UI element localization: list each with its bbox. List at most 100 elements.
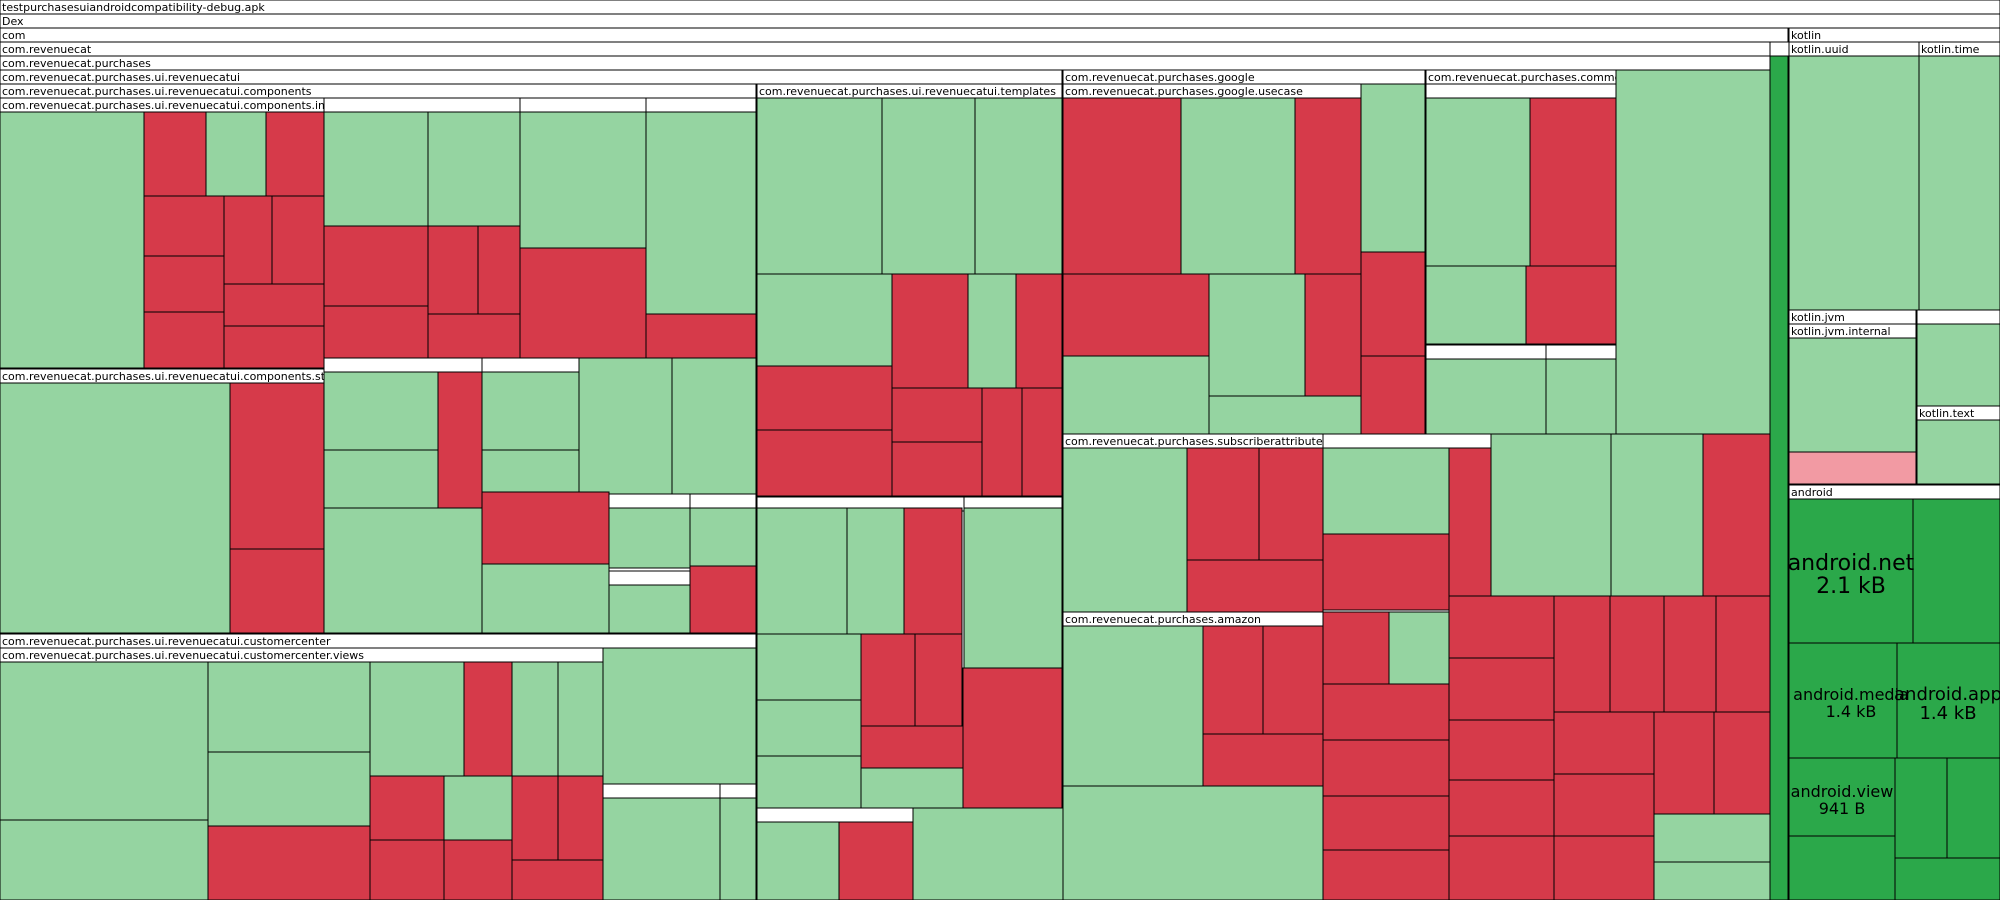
class-block	[437, 371, 483, 509]
class-block	[1553, 595, 1611, 713]
class-block	[205, 111, 267, 197]
class-block	[0, 111, 145, 369]
class-block	[689, 565, 757, 634]
class-block	[557, 661, 604, 777]
class-block	[271, 195, 325, 285]
class-block	[962, 667, 1063, 809]
class-block	[1788, 337, 1917, 453]
package-label: com.revenuecat.purchases.google.usecase	[1065, 85, 1303, 98]
class-block	[1294, 97, 1362, 275]
package-header	[719, 783, 757, 799]
class-block	[963, 507, 1063, 669]
class-block	[608, 584, 691, 634]
class-block	[645, 313, 757, 359]
class-block	[671, 357, 757, 495]
class-block	[143, 311, 225, 369]
class-block	[756, 633, 862, 701]
class-block	[1894, 757, 1948, 859]
class-block	[967, 273, 1017, 389]
class-block	[1062, 355, 1210, 435]
class-block	[1610, 433, 1704, 597]
class-block	[481, 491, 610, 565]
class-block	[1788, 451, 1917, 485]
package-label: kotlin.uuid	[1791, 43, 1849, 56]
class-block	[519, 247, 647, 359]
class-block	[1448, 779, 1555, 837]
class-block	[1916, 419, 2000, 485]
class-block	[1896, 642, 2000, 759]
class-block	[1653, 861, 1771, 900]
android-media-size: 1.4 kB	[1826, 702, 1877, 721]
class-block	[1180, 97, 1296, 275]
class-block	[427, 111, 521, 227]
package-header	[1545, 344, 1617, 360]
class-block	[0, 661, 209, 821]
class-block	[0, 382, 231, 634]
class-block	[974, 97, 1063, 275]
class-block	[608, 507, 691, 569]
class-block	[891, 273, 969, 389]
class-block	[1545, 358, 1617, 435]
class-block	[1788, 757, 1896, 837]
class-block	[1322, 533, 1450, 611]
class-block	[912, 807, 1064, 900]
class-block	[756, 699, 862, 757]
class-block	[0, 819, 209, 900]
class-block	[1425, 358, 1547, 435]
class-block	[1208, 395, 1362, 435]
class-block	[1202, 733, 1324, 787]
class-block	[860, 633, 916, 727]
class-block	[891, 387, 983, 443]
class-block	[1912, 498, 2000, 644]
class-block	[914, 633, 963, 727]
android-net-label: android.net	[1788, 551, 1915, 576]
class-block	[265, 111, 325, 197]
package-header	[689, 493, 757, 509]
class-block	[756, 507, 848, 635]
package-header	[0, 41, 1771, 57]
class-block	[1425, 265, 1527, 345]
package-label: kotlin.jvm.internal	[1791, 325, 1891, 338]
class-block	[1322, 683, 1450, 741]
package-label: com.revenuecat.purchases.ui.revenuecatui…	[2, 99, 349, 112]
class-block	[207, 661, 371, 753]
class-block	[1360, 355, 1426, 435]
package-header	[1322, 433, 1492, 449]
package-label: com.revenuecat.purchases.ui.revenuecatui…	[2, 649, 364, 662]
class-block	[1653, 813, 1771, 863]
class-block	[1702, 433, 1771, 597]
class-block	[1322, 611, 1390, 685]
class-block	[1322, 739, 1450, 797]
class-block	[223, 283, 325, 327]
class-block	[1715, 595, 1771, 713]
class-block	[427, 313, 521, 359]
class-block	[143, 255, 225, 313]
class-block	[1529, 97, 1617, 267]
class-block	[860, 725, 964, 769]
class-block	[369, 839, 445, 900]
class-block	[1553, 711, 1655, 775]
class-block	[1360, 251, 1426, 357]
class-block	[1186, 559, 1324, 613]
class-block	[602, 797, 721, 900]
package-label: Dex	[2, 15, 24, 28]
android-view-label: android.view	[1791, 782, 1894, 801]
class-block	[689, 507, 757, 567]
class-block	[1202, 625, 1264, 735]
class-block	[443, 775, 513, 841]
class-block	[645, 111, 757, 315]
package-label: android	[1791, 486, 1833, 499]
class-block	[1186, 447, 1260, 561]
class-block	[1788, 642, 1898, 759]
package-label: com.revenuecat.purchases.ui.revenuecatui…	[2, 85, 312, 98]
class-block	[1062, 97, 1182, 275]
package-header	[608, 570, 691, 586]
class-block	[1788, 498, 1914, 644]
class-block	[981, 387, 1023, 497]
class-block	[1916, 323, 2000, 407]
class-block	[1258, 447, 1324, 561]
package-header	[0, 27, 1789, 43]
class-block	[1490, 433, 1612, 597]
class-block	[1360, 83, 1426, 253]
class-block	[1021, 387, 1063, 497]
